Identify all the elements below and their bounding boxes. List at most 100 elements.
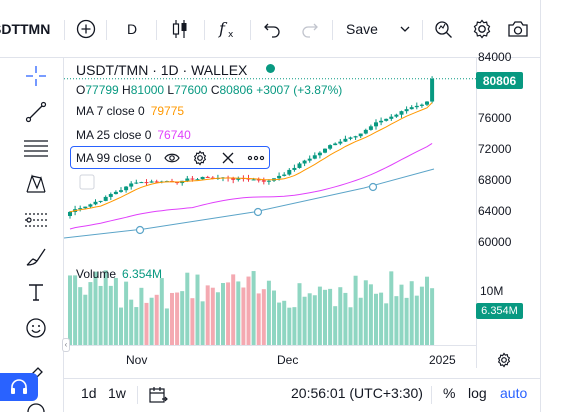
ma99-marker (368, 182, 378, 192)
projection-tool[interactable] (22, 206, 50, 234)
volume-bar (129, 299, 134, 345)
volume-bar (124, 281, 129, 345)
candle (195, 179, 200, 181)
candle (129, 183, 134, 187)
candle (399, 111, 404, 115)
volume-bar (226, 282, 231, 345)
volume-bar (297, 283, 302, 345)
emoji-tool[interactable] (22, 314, 50, 342)
candle (282, 174, 287, 176)
price-tick: 76000 (478, 111, 512, 125)
pattern-tool[interactable] (22, 170, 50, 198)
text-tool[interactable] (22, 278, 50, 306)
volume-bar (134, 307, 139, 345)
ma7-legend[interactable]: MA 7 close 0 79775 (76, 104, 184, 118)
volume-bar (343, 292, 348, 345)
volume-bar (256, 293, 261, 345)
time-axis[interactable] (64, 345, 476, 368)
settings-button[interactable] (468, 14, 496, 44)
price-axis[interactable] (476, 58, 540, 368)
volume-bar (363, 280, 368, 345)
volume-bar (164, 308, 169, 345)
collapse-pane-handle[interactable]: ‹ (62, 338, 70, 352)
brush-tool[interactable] (22, 242, 50, 270)
ma25-value: 76740 (157, 128, 191, 142)
volume-bar (98, 285, 103, 345)
candle (251, 179, 256, 181)
log-toggle[interactable]: log (468, 385, 487, 401)
market-status-icon (266, 64, 275, 73)
range-1d-button[interactable]: 1d (81, 385, 97, 401)
trend-line-tool[interactable] (22, 98, 50, 126)
compare-button[interactable] (72, 14, 100, 44)
more-icon[interactable] (247, 150, 265, 166)
volume-bar (195, 274, 200, 345)
crosshair-icon (26, 66, 46, 86)
volume-bar (358, 297, 363, 345)
volume-bar (108, 285, 113, 345)
candle (210, 177, 215, 179)
volume-bar (419, 286, 424, 345)
support-button[interactable] (0, 373, 38, 401)
clock-readout[interactable]: 20:56:01 (UTC+3:30) (291, 385, 423, 401)
candle (328, 145, 333, 149)
volume-bar (425, 276, 429, 345)
volume-bar (190, 298, 195, 345)
snapshot-button[interactable] (504, 14, 532, 44)
volume-value: 6.354M (122, 267, 163, 281)
save-button[interactable]: Save (342, 14, 382, 44)
candle (394, 114, 399, 117)
ma25-legend[interactable]: MA 25 close 0 76740 (76, 128, 191, 142)
price-chart[interactable] (64, 58, 476, 345)
time-label: 2025 (429, 353, 456, 367)
headset-icon (11, 379, 27, 394)
axis-settings-icon[interactable] (496, 352, 512, 368)
volume-label: Volume (76, 267, 117, 281)
plus-circle-icon (76, 19, 96, 39)
candle (200, 176, 205, 180)
chart-type-button[interactable] (166, 14, 194, 44)
candle (266, 180, 271, 182)
crosshair-tool[interactable] (22, 62, 50, 90)
right-panel-edge (540, 0, 561, 412)
drawing-toolbar (0, 58, 64, 412)
candle (389, 116, 394, 119)
brush-icon (26, 248, 46, 266)
svg-text:x: x (228, 30, 234, 40)
percent-toggle[interactable]: % (443, 385, 456, 401)
volume-legend[interactable]: Volume 6.354M (76, 267, 162, 281)
quick-search-button[interactable] (430, 14, 458, 44)
trend-line-icon (25, 101, 47, 123)
close-icon[interactable] (220, 150, 236, 166)
fib-tool[interactable] (22, 134, 50, 162)
volume-bar (236, 281, 241, 345)
candle (333, 143, 338, 146)
interval-button[interactable]: D (118, 14, 146, 44)
range-1w-button[interactable]: 1w (108, 385, 126, 401)
candle (317, 152, 322, 156)
gear-icon[interactable] (192, 150, 208, 166)
ma99-legend[interactable]: MA 99 close 0 (70, 146, 270, 169)
bottom-toolbar (64, 378, 540, 412)
volume-bar (159, 278, 164, 345)
save-menu-button[interactable] (396, 14, 414, 44)
candle (68, 211, 72, 216)
time-label: Nov (126, 353, 148, 367)
volume-bar (251, 271, 256, 345)
candle (231, 178, 236, 180)
eye-icon[interactable] (164, 150, 180, 166)
volume-bar (317, 286, 322, 345)
symbol-label: SDTTMN (0, 21, 51, 37)
zoom-tool[interactable] (22, 398, 50, 412)
symbol-search-button[interactable]: SDTTMN (0, 14, 62, 44)
volume-bar (287, 307, 292, 345)
redo-button[interactable] (296, 14, 324, 44)
auto-toggle[interactable]: auto (500, 385, 528, 401)
calendar-range-icon[interactable] (148, 385, 168, 405)
volume-bar (266, 280, 271, 345)
undo-button[interactable] (258, 14, 286, 44)
volume-bar (389, 271, 394, 345)
